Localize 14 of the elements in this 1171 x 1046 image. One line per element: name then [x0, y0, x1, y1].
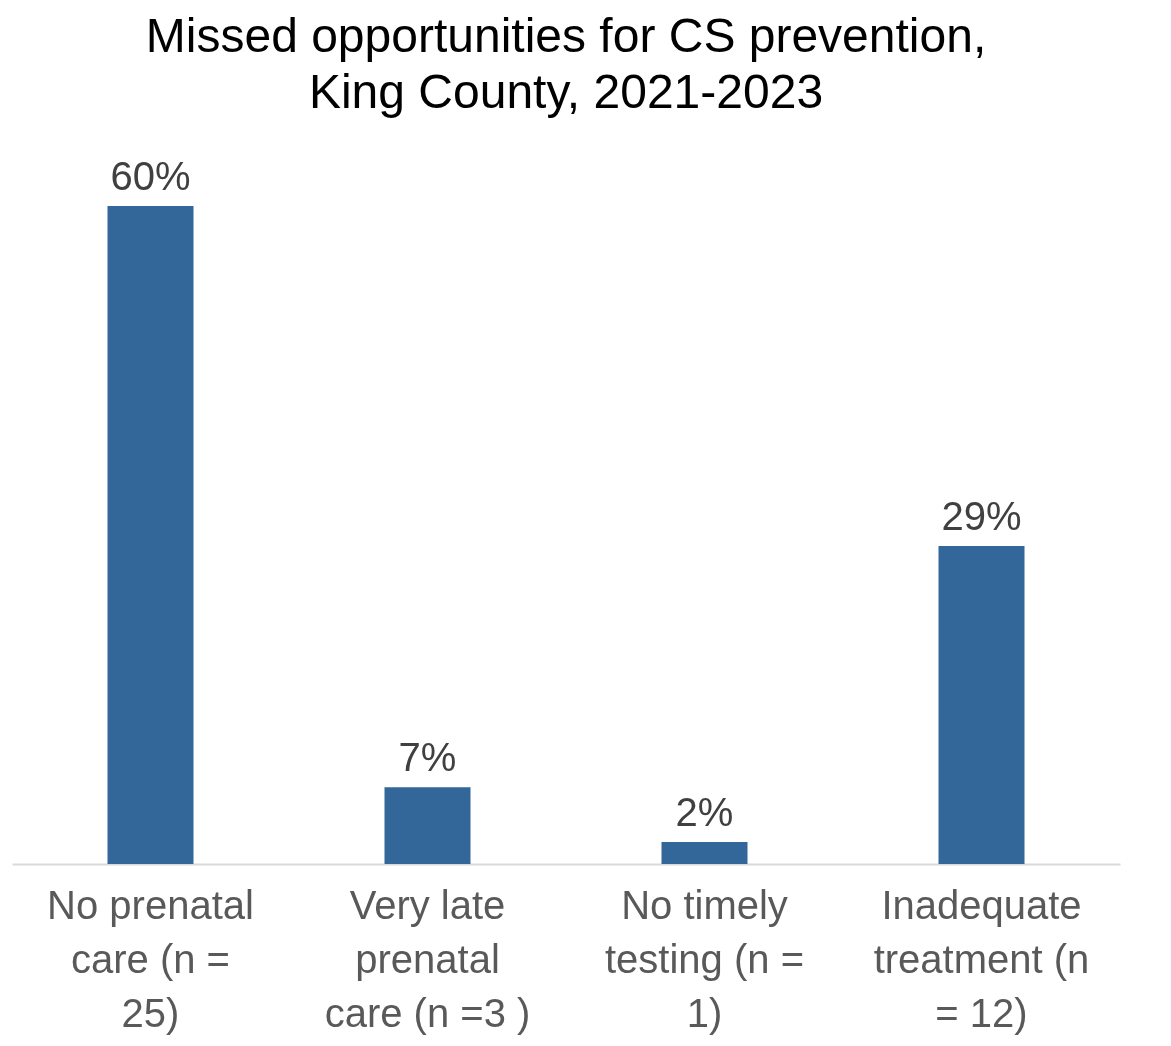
- x-tick-label: Very late prenatal care (n =3 ): [324, 882, 531, 1035]
- x-tick-label: Inadequate treatment (n = 12): [873, 882, 1090, 1035]
- data-label: 29%: [941, 493, 1022, 538]
- x-tick-label: No timely testing (n = 1): [604, 882, 805, 1035]
- text: King County, 2021-2023: [308, 65, 824, 118]
- x-tick-label: No prenatal care (n = 25): [47, 882, 254, 1035]
- data-label: 7%: [398, 735, 457, 780]
- bar: [938, 545, 1025, 864]
- text: Missed opportunities for CS prevention,: [145, 9, 987, 62]
- data-label: 60%: [110, 154, 191, 198]
- data-label: 2%: [675, 790, 734, 835]
- bar: [107, 206, 194, 864]
- bar: [661, 842, 748, 864]
- bar: [384, 787, 471, 864]
